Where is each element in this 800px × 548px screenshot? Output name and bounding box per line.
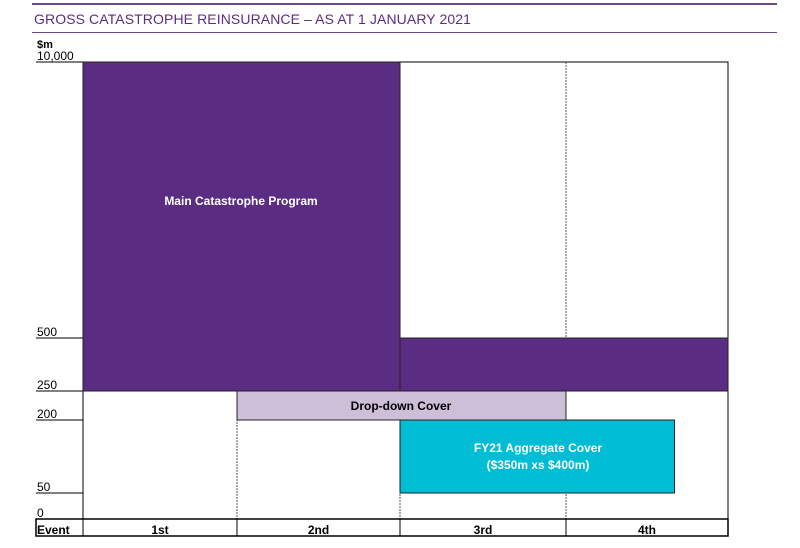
x-category-label: 1st (151, 523, 168, 537)
category-row (35, 518, 729, 537)
x-category-labels: Event 1st 2nd 3rd 4th (37, 523, 656, 537)
y-unit-label: $m (37, 39, 53, 51)
title-bar: GROSS CATASTROPHE REINSURANCE – AS AT 1 … (32, 3, 777, 33)
y-tick-label: 0 (37, 506, 44, 520)
y-tick-label: 250 (37, 378, 57, 392)
layer-blocks (82, 61, 729, 494)
x-category-label: 4th (638, 523, 656, 537)
x-category-label: 2nd (308, 523, 329, 537)
x-category-label: 3rd (474, 523, 493, 537)
layer-block-3 (399, 419, 676, 494)
y-tick-label: 200 (37, 407, 57, 421)
layer-block-0 (82, 61, 401, 392)
block-label-aggregate_line2: ($350m xs $400m) (487, 458, 590, 472)
y-tick-label: 500 (37, 325, 57, 339)
block-label-dropdown: Drop-down Cover (351, 399, 452, 413)
page-title: GROSS CATASTROPHE REINSURANCE – AS AT 1 … (34, 11, 472, 27)
block-labels: Main Catastrophe Program Drop-down Cover F… (164, 194, 602, 472)
x-axis-label: Event (37, 523, 70, 537)
layer-block-2 (236, 390, 567, 421)
y-tick-label: 50 (37, 480, 51, 494)
layer-block-1 (399, 337, 729, 392)
y-tick-label: 10,000 (37, 49, 74, 63)
block-label-main: Main Catastrophe Program (164, 194, 317, 208)
block-label-aggregate_line1: FY21 Aggregate Cover (474, 441, 603, 455)
